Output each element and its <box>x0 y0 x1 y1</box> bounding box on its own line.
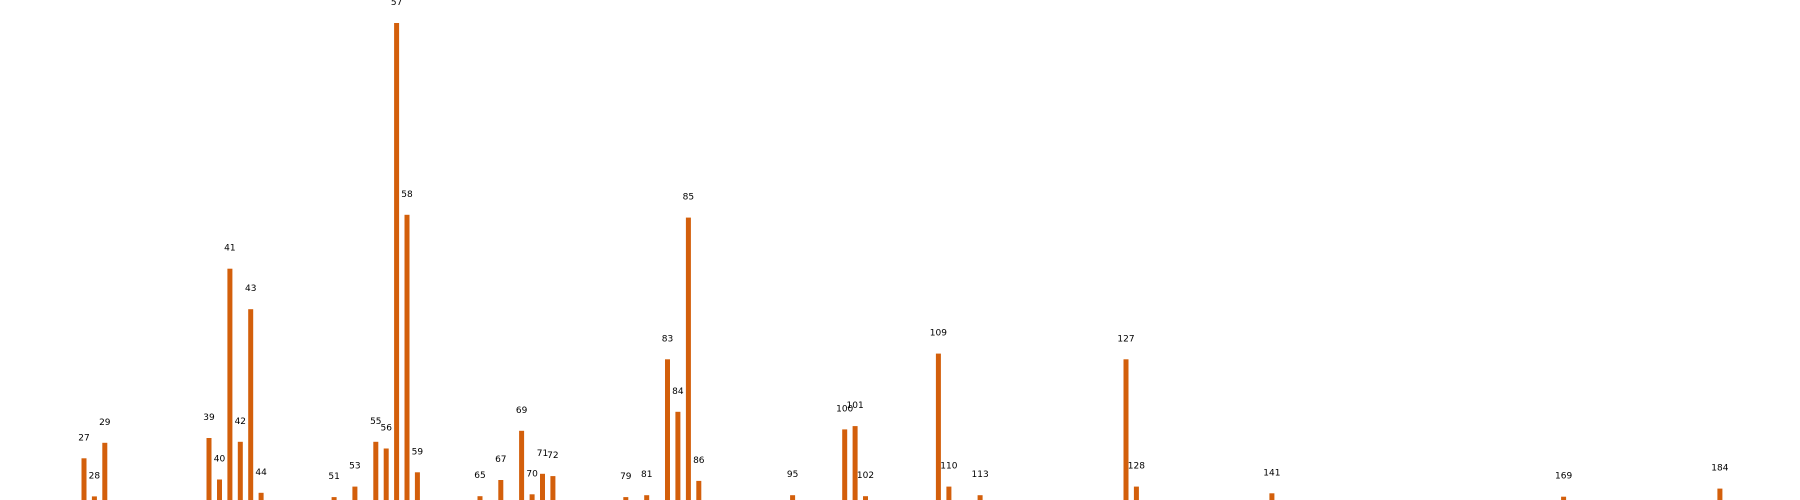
bar-42 <box>237 441 243 500</box>
bar-100 <box>842 429 848 500</box>
bar-55 <box>373 441 379 500</box>
bar-label-39: 39 <box>203 413 215 423</box>
bar-label-67: 67 <box>495 455 506 465</box>
bar-label-110: 110 <box>940 462 957 472</box>
bar-56 <box>383 448 389 500</box>
bar-label-57: 57 <box>391 0 402 8</box>
bar-label-58: 58 <box>401 190 413 200</box>
bar-169 <box>1561 496 1567 500</box>
bar-label-169: 169 <box>1555 472 1572 482</box>
bar-label-85: 85 <box>683 193 694 203</box>
bar-label-65: 65 <box>474 471 485 481</box>
bar-84 <box>675 411 681 500</box>
bar-109 <box>935 353 941 500</box>
bar-29 <box>102 442 108 500</box>
bar-label-71: 71 <box>537 449 548 459</box>
bar-label-84: 84 <box>672 387 684 397</box>
bar-40 <box>217 479 222 500</box>
bar-95 <box>790 495 796 500</box>
bar-128 <box>1133 486 1139 500</box>
bar-79 <box>623 497 629 500</box>
bar-label-56: 56 <box>380 424 392 434</box>
bar-41 <box>227 268 233 500</box>
bar-39 <box>206 438 212 500</box>
bar-43 <box>248 309 254 500</box>
bar-label-79: 79 <box>620 472 632 482</box>
bar-57 <box>394 23 400 500</box>
bar-81 <box>644 495 650 500</box>
bar-113 <box>977 495 983 500</box>
bar-label-55: 55 <box>370 417 381 427</box>
bar-184 <box>1717 488 1723 500</box>
bar-label-42: 42 <box>235 417 246 427</box>
bar-70 <box>529 494 535 500</box>
bar-label-41: 41 <box>224 244 235 254</box>
bar-label-29: 29 <box>99 418 111 428</box>
bar-72 <box>550 476 556 500</box>
bar-label-51: 51 <box>328 472 339 482</box>
bar-71 <box>540 473 545 500</box>
bar-label-27: 27 <box>78 433 89 443</box>
bar-label-184: 184 <box>1711 464 1728 474</box>
bar-58 <box>404 214 410 500</box>
bar-127 <box>1123 359 1129 500</box>
bar-101 <box>852 426 858 500</box>
bar-label-127: 127 <box>1117 334 1134 344</box>
bar-label-141: 141 <box>1263 468 1280 478</box>
bar-label-59: 59 <box>412 447 424 457</box>
bar-label-86: 86 <box>693 456 705 466</box>
bar-65 <box>477 496 483 500</box>
bar-label-109: 109 <box>930 329 947 339</box>
bar-label-95: 95 <box>787 470 798 480</box>
bar-label-43: 43 <box>245 284 256 294</box>
bar-141 <box>1269 493 1275 500</box>
bar-label-100: 100 <box>836 404 853 414</box>
bar-28 <box>91 496 97 500</box>
bar-53 <box>352 486 358 500</box>
bar-44 <box>258 492 264 500</box>
bar-label-102: 102 <box>857 471 874 481</box>
bar-59 <box>414 472 420 500</box>
bar-label-40: 40 <box>214 455 226 465</box>
bar-51 <box>331 497 337 500</box>
bar-69 <box>519 430 525 500</box>
bar-27 <box>81 458 87 500</box>
bars-layer <box>81 23 1723 500</box>
bar-label-28: 28 <box>89 471 101 481</box>
bar-86 <box>696 480 702 500</box>
bar-label-44: 44 <box>255 468 267 478</box>
bar-label-128: 128 <box>1128 462 1145 472</box>
bar-label-113: 113 <box>972 470 989 480</box>
bar-label-72: 72 <box>547 451 558 461</box>
bar-label-83: 83 <box>662 334 673 344</box>
bar-85 <box>685 217 691 500</box>
bar-label-101: 101 <box>847 401 864 411</box>
bar-label-70: 70 <box>526 469 538 479</box>
bar-102 <box>863 496 868 500</box>
bar-83 <box>665 359 670 500</box>
bar-label-81: 81 <box>641 470 652 480</box>
bar-67 <box>498 480 504 500</box>
bar-110 <box>946 486 952 500</box>
bar-label-69: 69 <box>516 406 528 416</box>
bar-label-53: 53 <box>349 462 360 472</box>
